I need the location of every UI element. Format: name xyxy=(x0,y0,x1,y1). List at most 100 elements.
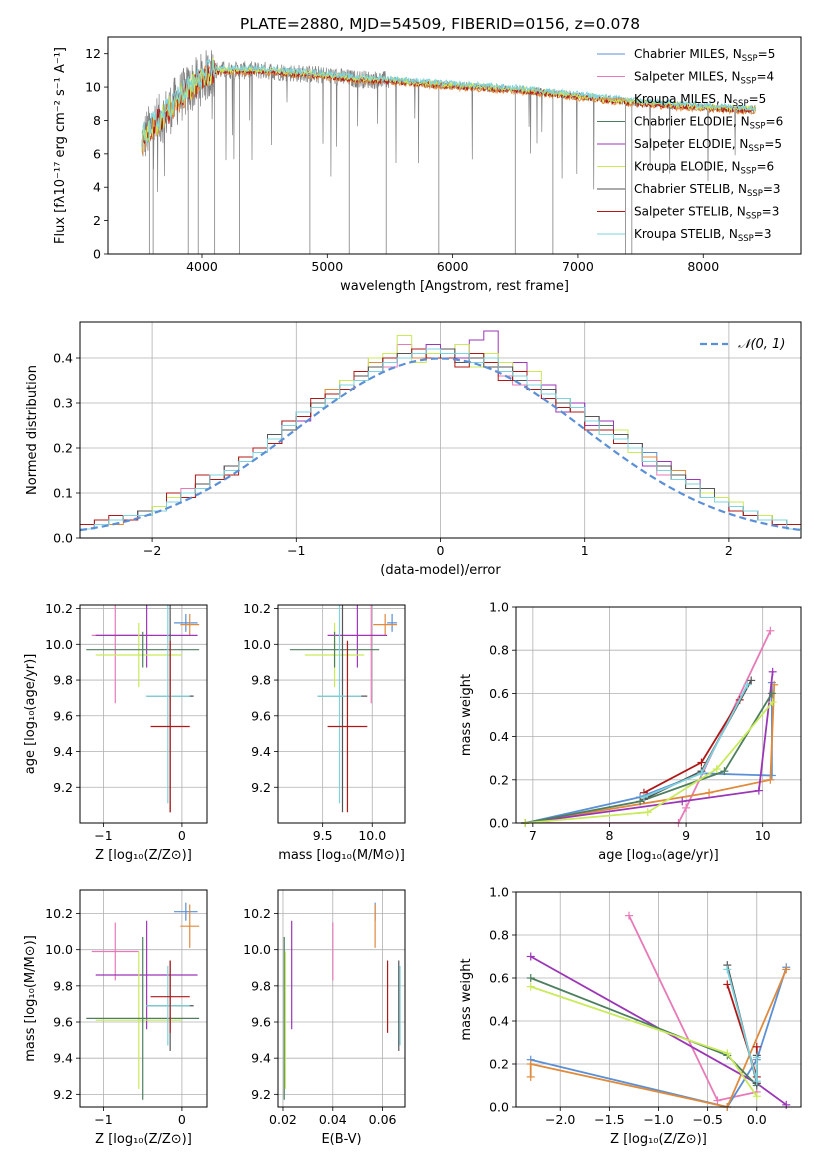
spectrum-ytick-label: 10 xyxy=(85,80,101,95)
spectrum-xtick-label: 7000 xyxy=(562,259,594,274)
ebv_mass-ytick-label: 9.8 xyxy=(251,978,271,993)
spectrum-legend-label: Salpeter ELODIE, NSSP=5 xyxy=(634,137,782,154)
ebv_mass-ytick-label: 10.0 xyxy=(243,942,271,957)
residuals-ytick-label: 0.0 xyxy=(53,531,73,546)
legend-label-main: Kroupa MILES, N xyxy=(634,92,733,106)
z_mass-ytick-label: 9.8 xyxy=(53,978,73,993)
spectrum-ytick-label: 6 xyxy=(93,146,101,161)
z_weight-xtick-label: −1.0 xyxy=(643,1112,673,1127)
legend-label-suffix: =3 xyxy=(763,182,781,196)
z_age-ytick-label: 9.2 xyxy=(53,780,73,795)
ebv_mass-ytick-label: 9.6 xyxy=(251,1015,271,1030)
residuals-ytick-label: 0.2 xyxy=(53,441,73,456)
z_age-ytick-label: 9.4 xyxy=(53,744,73,759)
legend-label-main: Chabrier MILES, N xyxy=(634,47,742,61)
ebv_mass-ytick-label: 9.4 xyxy=(251,1051,271,1066)
legend-label-suffix: =5 xyxy=(749,92,767,106)
spectrum-xtick-label: 4000 xyxy=(186,259,218,274)
spectrum-model-kroupa_elodie xyxy=(141,57,756,151)
mass_age-xtick-label: 9.5 xyxy=(313,828,333,843)
age_weight-ytick-label: 0.2 xyxy=(489,772,509,787)
legend-label-main: Salpeter MILES, N xyxy=(634,70,741,84)
z_weight-xlabel: Z [log₁₀(Z/Z⊙)] xyxy=(610,1132,707,1147)
mass_age-ytick-label: 10.0 xyxy=(243,637,271,652)
z_weight-xtick-label: 0.0 xyxy=(747,1112,767,1127)
spectrum-ytick-label: 4 xyxy=(93,180,101,195)
legend-label-main: Kroupa STELIB, N xyxy=(634,227,738,241)
mass_age-ytick-label: 9.4 xyxy=(251,744,271,759)
age_weight-ytick-label: 0.0 xyxy=(489,816,509,831)
age_weight-xtick-label: 8 xyxy=(605,828,613,843)
ebv_mass-xtick-label: 0.02 xyxy=(269,1112,297,1127)
residuals-xlabel: (data-model)/error xyxy=(380,563,501,578)
residuals-ytick-label: 0.4 xyxy=(53,351,73,366)
spectrum-legend-label: Salpeter STELIB, NSSP=3 xyxy=(634,205,779,222)
mass_age-xtick-label: 10.0 xyxy=(358,828,386,843)
residuals-ytick-label: 0.1 xyxy=(53,486,73,501)
legend-label-sub: SSP xyxy=(748,144,764,154)
residuals-normal-curve xyxy=(79,357,802,532)
z_mass-ytick-label: 9.6 xyxy=(53,1015,73,1030)
ebv_mass-panel: 0.02 0.04 0.06 9.2 9.4 9.6 9.8 10.0 10.2 E(B-V) xyxy=(243,889,406,1147)
spectrum-legend-label: Chabrier STELIB, NSSP=3 xyxy=(634,182,781,199)
legend-label-main: Salpeter STELIB, N xyxy=(634,205,746,219)
mass_age-ytick-label: 10.2 xyxy=(243,601,271,616)
spectrum-xtick-label: 8000 xyxy=(687,259,719,274)
legend-label-suffix: =3 xyxy=(762,205,780,219)
spectrum-legend-label: Chabrier ELODIE, NSSP=6 xyxy=(634,115,783,132)
z_mass-ytick-label: 10.0 xyxy=(45,942,73,957)
z_mass-panel: −1 0 9.2 9.4 9.6 9.8 10.0 10.2 Z [log₁₀(Z/Z⊙)] ma… xyxy=(23,889,208,1147)
z_age-ytick-label: 10.0 xyxy=(45,637,73,652)
residuals-legend-label: 𝒩(0, 1) xyxy=(738,337,785,352)
residuals-xtick-label: −2 xyxy=(143,543,161,558)
residuals-ylabel: Normed distribution xyxy=(25,365,40,495)
age_weight-ytick-label: 0.8 xyxy=(489,643,509,658)
legend-label-sub: SSP xyxy=(733,99,749,109)
ebv_mass-xtick-label: 0.06 xyxy=(369,1112,397,1127)
mass_age-ytick-label: 9.6 xyxy=(251,708,271,723)
z_age-ytick-label: 9.6 xyxy=(53,708,73,723)
z_weight-xtick-label: −2.0 xyxy=(545,1112,575,1127)
age_weight-frame xyxy=(515,606,802,824)
legend-label-main: Kroupa ELODIE, N xyxy=(634,160,741,174)
z_mass-ytick-label: 10.2 xyxy=(45,906,73,921)
z_weight-ylabel: mass weight xyxy=(459,958,474,1040)
z_weight-xtick-label: −1.5 xyxy=(594,1112,624,1127)
legend-label-sub: SSP xyxy=(750,122,766,132)
legend-label-suffix: =5 xyxy=(758,47,776,61)
spectrum-xtick-label: 5000 xyxy=(311,259,343,274)
residuals-xtick-label: 0 xyxy=(437,543,445,558)
z_age-panel: −1 0 9.2 9.4 9.6 9.8 10.0 10.2 Z [log₁₀(Z/Z⊙)] ag… xyxy=(23,601,208,863)
legend-label-suffix: =5 xyxy=(764,137,782,151)
age_weight-ytick-label: 1.0 xyxy=(489,600,509,615)
residuals-xtick-label: 2 xyxy=(725,543,733,558)
residuals-panel: −2 −1 0 1 2 0.0 0.1 0.2 0.3 0.4 (data-model)/error… xyxy=(25,321,802,578)
residuals-ytick-label: 0.3 xyxy=(53,396,73,411)
residuals-xtick-label: −1 xyxy=(287,543,305,558)
z_weight-series-kroupa_miles xyxy=(529,969,788,1107)
z_mass-xlabel: Z [log₁₀(Z/Z⊙)] xyxy=(95,1132,192,1147)
age_weight-ytick-label: 0.6 xyxy=(489,686,509,701)
spectrum-legend-label: Salpeter MILES, NSSP=4 xyxy=(634,70,774,87)
z_mass-xtick-label: −1 xyxy=(94,1112,112,1127)
z_weight-ytick-label: 0.8 xyxy=(489,928,509,943)
age_weight-panel: 7 8 9 10 0.0 0.2 0.4 0.6 0.8 1.0 age [log₁₀(age/yr… xyxy=(459,600,802,863)
z_age-xlabel: Z [log₁₀(Z/Z⊙)] xyxy=(95,848,192,863)
spectrum-ytick-label: 8 xyxy=(93,113,101,128)
z_mass-ylabel: mass [log₁₀(M/M⊙)] xyxy=(23,935,38,1062)
z_mass-xtick-label: 0 xyxy=(178,1112,186,1127)
spectrum-xlabel: wavelength [Angstrom, rest frame] xyxy=(340,279,569,294)
spectrum-legend-label: Chabrier MILES, NSSP=5 xyxy=(634,47,775,64)
spectrum-model-kroupa_stelib xyxy=(141,59,756,148)
z_age-frame xyxy=(79,604,208,824)
legend-label-main: Chabrier STELIB, N xyxy=(634,182,747,196)
residuals-frame xyxy=(79,321,802,539)
spectrum-panel: 4000 5000 6000 7000 8000 0 2 4 6 8 10 12 wavelength … xyxy=(53,36,802,294)
legend-label-suffix: =6 xyxy=(756,160,774,174)
legend-label-sub: SSP xyxy=(741,167,757,177)
z_weight-ytick-label: 0.2 xyxy=(489,1057,509,1072)
age_weight-xtick-label: 9 xyxy=(682,828,690,843)
legend-label-main: Chabrier ELODIE, N xyxy=(634,115,750,129)
z_mass-ytick-label: 9.2 xyxy=(53,1087,73,1102)
residuals-histogram-kroupa_stelib xyxy=(80,348,801,538)
